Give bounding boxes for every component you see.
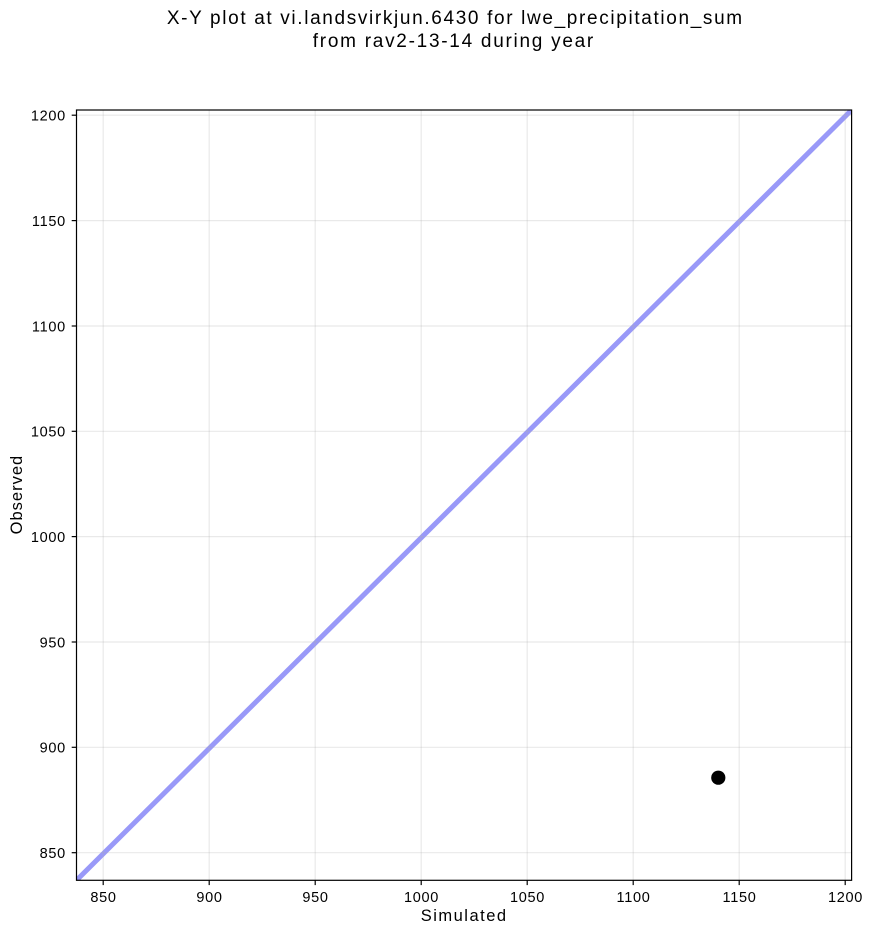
svg-text:1100: 1100: [617, 890, 651, 906]
svg-text:X-Y plot at vi.landsvirkjun.64: X-Y plot at vi.landsvirkjun.6430 for lwe…: [167, 8, 744, 29]
svg-text:1100: 1100: [32, 319, 66, 335]
svg-text:1000: 1000: [404, 890, 439, 906]
svg-text:850: 850: [90, 890, 116, 906]
svg-text:1150: 1150: [32, 214, 66, 230]
svg-text:Simulated: Simulated: [421, 907, 508, 925]
svg-text:from rav2-13-14 during year: from rav2-13-14 during year: [313, 31, 595, 52]
svg-text:1050: 1050: [510, 890, 545, 906]
svg-text:1200: 1200: [31, 109, 66, 125]
svg-text:950: 950: [302, 890, 328, 906]
svg-text:900: 900: [40, 741, 66, 757]
svg-text:Observed: Observed: [8, 455, 26, 535]
svg-text:950: 950: [40, 635, 66, 651]
svg-text:900: 900: [196, 890, 222, 906]
svg-text:850: 850: [40, 846, 66, 862]
svg-text:1000: 1000: [31, 530, 66, 546]
svg-text:1150: 1150: [723, 890, 757, 906]
svg-text:1200: 1200: [828, 890, 863, 906]
svg-text:1050: 1050: [31, 425, 66, 441]
